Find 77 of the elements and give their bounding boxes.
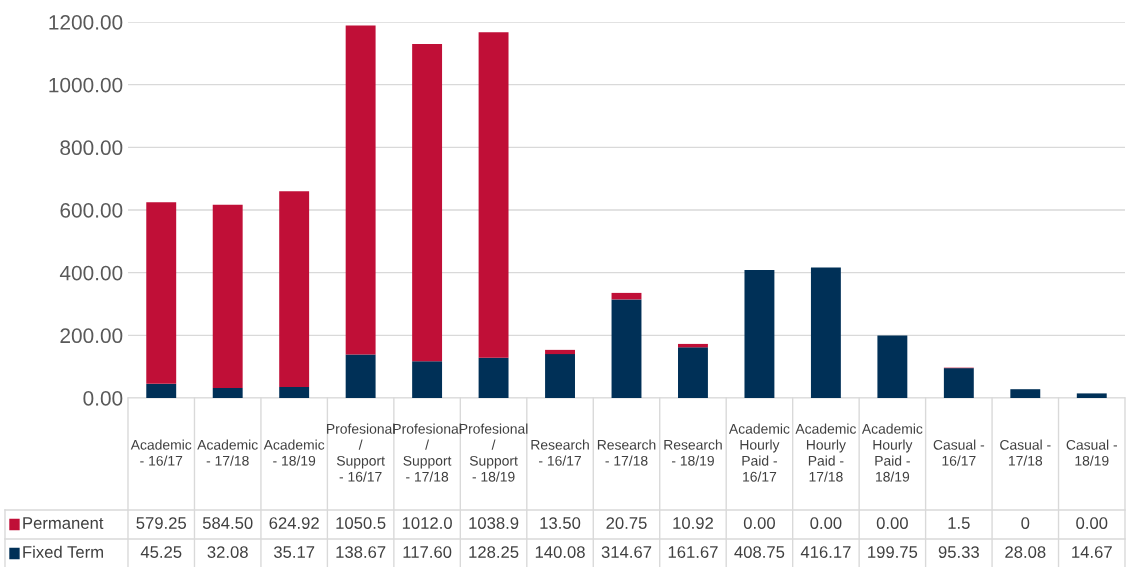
y-tick-label: 600.00: [60, 203, 123, 218]
x-tick-label: Academic - 18/19: [263, 439, 325, 466]
data-label: 624.92: [269, 517, 319, 529]
data-label: 0.00: [810, 517, 842, 529]
bar: [146, 383, 177, 398]
bar: [212, 387, 243, 398]
x-tick-label: Research - 18/19: [664, 439, 722, 466]
data-label: 579.25: [136, 517, 187, 529]
x-tick-label: Academic Hourly Paid - 17/18: [795, 423, 857, 482]
legend-label: Fixed Term: [23, 545, 103, 558]
bar: [611, 292, 642, 300]
data-label: 0.00: [1076, 517, 1108, 529]
x-tick-label: Academic Hourly Paid - 16/17: [728, 423, 790, 482]
y-tick-label: 800.00: [60, 140, 123, 156]
bar: [146, 202, 177, 384]
data-label: 314.67: [601, 546, 652, 558]
bar: [345, 354, 376, 398]
data-label: 0.00: [743, 517, 775, 529]
bar: [1076, 393, 1107, 398]
x-tick-label: Academic - 17/18: [197, 439, 258, 466]
bar: [810, 267, 841, 398]
legend-label: Permanent: [23, 517, 104, 529]
bar: [478, 32, 509, 358]
bar: [212, 204, 243, 388]
bar: [279, 191, 310, 387]
data-label: 35.17: [273, 546, 315, 558]
data-label: 95.33: [938, 546, 979, 558]
x-tick-label: Academic Hourly Paid - 18/19: [861, 423, 923, 482]
data-label: 28.08: [1005, 546, 1046, 558]
y-tick-label: 1000.00: [49, 77, 123, 93]
data-label: 117.60: [403, 546, 452, 558]
y-tick-label: 1200.00: [49, 15, 123, 30]
bar: [478, 357, 509, 398]
data-label: 199.75: [868, 546, 918, 558]
bar: [744, 269, 775, 398]
y-tick-label: 0.00: [83, 391, 123, 406]
data-label: 14.67: [1072, 546, 1112, 558]
x-tick-label: Academic - 16/17: [130, 439, 192, 466]
data-label: 1012.0: [402, 517, 452, 529]
data-label: 1.5: [948, 517, 970, 529]
data-label: 138.67: [336, 546, 386, 558]
data-label: 0.00: [876, 517, 908, 529]
data-label: 416.17: [800, 546, 851, 558]
x-tick-label: Casual - 17/18: [1000, 439, 1051, 466]
data-label: 10.92: [673, 517, 713, 529]
data-label: 13.50: [540, 517, 581, 529]
bar: [279, 386, 310, 398]
data-label: 45.25: [140, 546, 182, 558]
bar: [877, 335, 908, 398]
bar: [943, 368, 974, 398]
bar: [545, 354, 575, 398]
bar: [345, 25, 376, 355]
data-label: 1050.5: [336, 517, 386, 529]
data-label: 32.08: [207, 546, 248, 558]
bar: [545, 349, 575, 355]
data-label: 0: [1021, 517, 1030, 529]
bar: [678, 347, 708, 398]
bar: [1010, 389, 1041, 398]
data-label: 140.08: [535, 546, 585, 558]
x-tick-label: Research - 16/17: [531, 439, 589, 466]
x-tick-label: Research - 17/18: [597, 439, 656, 466]
data-label: 408.75: [734, 546, 785, 558]
bar: [412, 361, 443, 398]
x-tick-label: Casual - 18/19: [1066, 439, 1118, 466]
data-label: 1038.9: [469, 517, 519, 529]
data-label: 584.50: [202, 517, 253, 529]
y-tick-label: 200.00: [60, 328, 123, 344]
x-tick-label: Profesional / Support - 18/19: [459, 423, 528, 482]
bar: [412, 44, 443, 362]
y-tick-label: 400.00: [59, 265, 123, 281]
data-label: 20.75: [606, 517, 647, 529]
x-tick-label: Profesional / Support - 17/18: [393, 423, 461, 482]
x-tick-label: Profesional / Support - 16/17: [327, 423, 395, 482]
data-label: 161.67: [668, 546, 718, 558]
data-label: 128.25: [469, 546, 519, 558]
bar: [611, 299, 642, 398]
x-tick-label: Casual - 16/17: [933, 439, 985, 466]
